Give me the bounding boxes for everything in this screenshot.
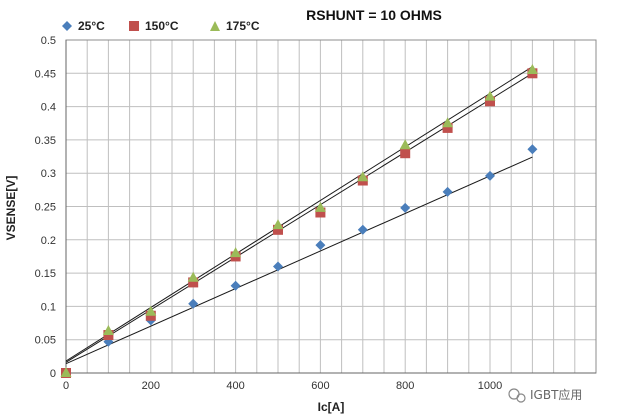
data-point-triangle xyxy=(230,247,242,258)
y-axis-title: VSENSE[V] xyxy=(4,176,18,241)
data-point-diamond xyxy=(230,280,241,291)
x-axis-title: Ic[A] xyxy=(318,400,345,414)
y-tick-label: 0.2 xyxy=(41,235,56,247)
data-point-diamond xyxy=(442,186,453,197)
data-point-diamond xyxy=(315,240,326,251)
tick-labels: 0 200 400 600 800 1000 0 0.05 0.1 0.15 0.2 0.25 0.3 0… xyxy=(35,35,503,392)
legend-item-25c: 25°C xyxy=(62,19,105,33)
data-point-square xyxy=(442,122,453,133)
x-tick-label: 1000 xyxy=(478,380,502,392)
trendline-series-0 xyxy=(65,156,533,365)
data-point-triangle xyxy=(484,90,496,101)
trendline-series-1 xyxy=(65,72,533,363)
y-tick-label: 0.35 xyxy=(35,135,56,147)
x-tick-label: 0 xyxy=(63,380,69,392)
x-tick-label: 200 xyxy=(142,380,160,392)
data-point-triangle xyxy=(102,325,114,336)
legend-label-25c: 25°C xyxy=(78,19,105,33)
legend-label-175c: 175°C xyxy=(226,19,260,33)
data-point-triangle xyxy=(272,219,284,230)
wechat-logo-icon xyxy=(508,388,526,403)
data-point-diamond xyxy=(400,202,411,213)
data-point-square xyxy=(400,148,411,159)
y-tick-label: 0.05 xyxy=(35,335,56,347)
chart-title: RSHUNT = 10 OHMS xyxy=(306,7,442,23)
x-tick-label: 800 xyxy=(396,380,414,392)
y-tick-label: 0.5 xyxy=(41,35,56,47)
legend-item-150c: 150°C xyxy=(129,19,179,33)
y-tick-label: 0.45 xyxy=(35,68,56,80)
data-point-triangle xyxy=(145,305,157,316)
data-point-diamond xyxy=(273,261,283,272)
y-tick-label: 0.25 xyxy=(35,202,56,214)
x-tick-label: 600 xyxy=(311,380,329,392)
legend-item-175c: 175°C xyxy=(210,19,260,33)
legend-label-150c: 150°C xyxy=(145,19,179,33)
data-point-triangle xyxy=(357,171,369,182)
data-point-square xyxy=(188,277,199,288)
y-tick-label: 0.15 xyxy=(35,268,56,280)
legend: 25°C 150°C 175°C xyxy=(62,19,260,33)
y-tick-label: 0 xyxy=(50,368,56,380)
data-point-triangle xyxy=(526,63,538,74)
data-point-diamond xyxy=(527,144,538,155)
y-tick-label: 0.1 xyxy=(41,301,56,313)
x-tick-label: 400 xyxy=(226,380,244,392)
data-point-triangle xyxy=(60,367,72,377)
legend-diamond-marker xyxy=(62,21,72,31)
trendline-series-2 xyxy=(65,66,533,362)
axes xyxy=(65,39,597,374)
grid xyxy=(65,39,597,374)
y-tick-label: 0.3 xyxy=(41,168,56,180)
data-point-square xyxy=(485,96,495,107)
legend-square-marker xyxy=(129,21,139,31)
y-tick-label: 0.4 xyxy=(41,102,56,114)
data-point-square xyxy=(315,207,326,218)
data-point-triangle xyxy=(442,117,454,128)
watermark: IGBT应用 xyxy=(508,387,582,403)
data-point-triangle xyxy=(314,201,326,212)
data-point-diamond xyxy=(357,224,368,235)
data-point-square xyxy=(273,224,283,235)
legend-triangle-marker xyxy=(210,21,220,31)
watermark-text: IGBT应用 xyxy=(530,387,582,402)
trendlines xyxy=(65,66,533,365)
data-points xyxy=(60,63,538,378)
data-point-triangle xyxy=(399,139,411,150)
data-point-triangle xyxy=(187,271,199,282)
data-point-diamond xyxy=(485,170,495,181)
data-point-diamond xyxy=(188,298,199,309)
